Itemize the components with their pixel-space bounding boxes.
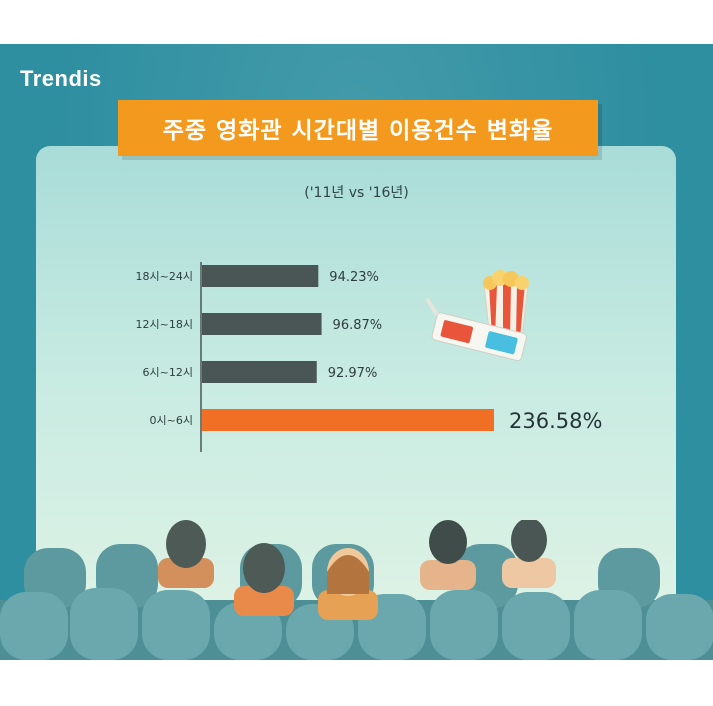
- bars-layer: 18시~24시 94.23% 12시~18시 96.87% 6시~12시 92.97% 0시…: [136, 265, 602, 433]
- brand-logo: Trendis: [20, 66, 102, 91]
- value-label: 236.58%: [509, 409, 602, 433]
- value-label: 92.97%: [328, 366, 378, 381]
- bar-highlight: [202, 409, 494, 431]
- category-label: 12시~18시: [136, 318, 193, 331]
- chart-title: 주중 영화관 시간대별 이용건수 변화율: [162, 118, 554, 144]
- category-label: 6시~12시: [143, 366, 193, 379]
- audience-illustration: [0, 520, 713, 660]
- value-label: 94.23%: [329, 270, 379, 285]
- 3d-glasses-icon: [425, 297, 527, 362]
- category-label: 18시~24시: [136, 270, 193, 283]
- person-front-1: [234, 543, 294, 616]
- bar: [202, 265, 319, 287]
- bar: [202, 313, 322, 335]
- bar: [202, 361, 317, 383]
- popcorn-icon: [483, 270, 529, 339]
- chart-subtitle: ('11년 vs '16년): [304, 185, 409, 201]
- person-back-3: [502, 520, 556, 588]
- person-back-2: [420, 520, 476, 590]
- title-banner: 주중 영화관 시간대별 이용건수 변화율: [118, 100, 598, 156]
- infographic-frame: Trendis 주중 영화관 시간대별 이용건수 변화율 ('11년 vs '1…: [0, 44, 713, 660]
- bar-chart: 18시~24시 94.23% 12시~18시 96.87% 6시~12시 92.97% 0시…: [136, 262, 602, 452]
- category-label: 0시~6시: [150, 414, 193, 427]
- value-label: 96.87%: [333, 318, 383, 333]
- person-front-2: [318, 548, 378, 620]
- person-back-1: [158, 520, 214, 588]
